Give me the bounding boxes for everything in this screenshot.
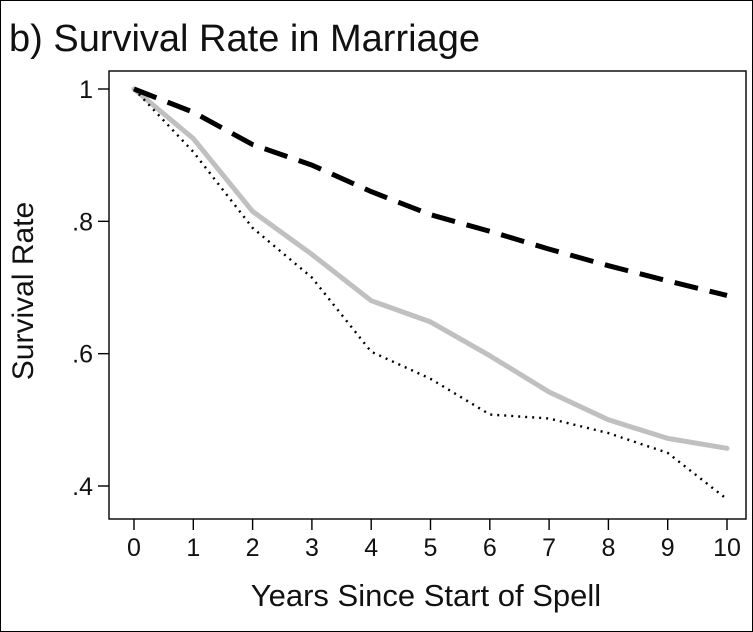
- x-tick-label: 10: [713, 534, 741, 562]
- series-line-dotted: [133, 88, 728, 501]
- y-tick-label: 1: [79, 76, 93, 104]
- chart-title: b) Survival Rate in Marriage: [9, 18, 480, 60]
- x-tick-label: 9: [661, 534, 675, 562]
- x-axis-label: Years Since Start of Spell: [251, 578, 601, 613]
- y-axis-label: Survival Rate: [7, 202, 40, 380]
- series-line-solid: [131, 86, 730, 451]
- x-tick-label: 3: [305, 534, 319, 562]
- series-layer: [131, 86, 730, 501]
- y-tick-label: .6: [72, 341, 93, 369]
- x-tick-label: 8: [601, 534, 615, 562]
- x-tick-label: 5: [424, 534, 438, 562]
- x-axis: 0 1 2 3 4 5 6 7 8 9 10: [127, 519, 741, 562]
- x-tick-label: 2: [246, 534, 260, 562]
- series-line-dashed: [133, 86, 728, 298]
- x-tick-label: 1: [186, 534, 200, 562]
- x-tick-label: 0: [127, 534, 141, 562]
- x-tick-label: 4: [364, 534, 378, 562]
- y-tick-label: .4: [72, 473, 93, 501]
- y-axis: 1 .8 .6 .4: [72, 76, 109, 501]
- x-tick-label: 7: [542, 534, 556, 562]
- x-tick-label: 6: [483, 534, 497, 562]
- plot-area: [108, 70, 747, 520]
- y-tick-label: .8: [72, 208, 93, 236]
